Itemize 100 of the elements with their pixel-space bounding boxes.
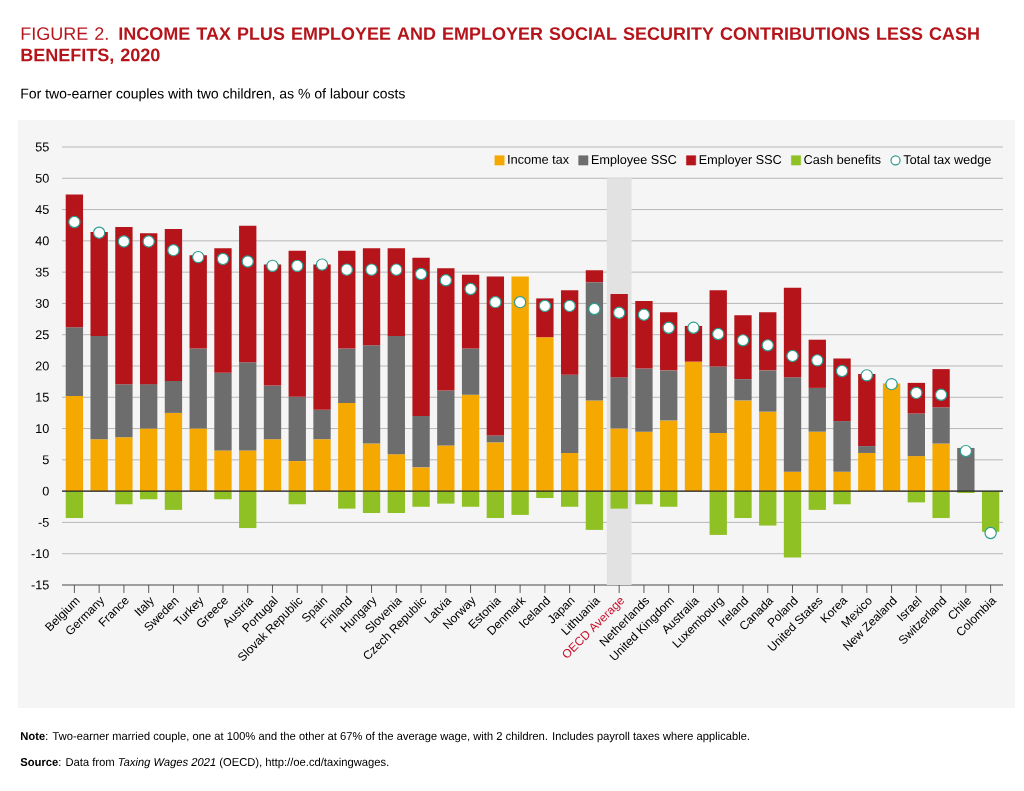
point <box>612 306 626 319</box>
bar <box>263 385 282 440</box>
bar <box>808 491 826 510</box>
bar <box>783 471 802 492</box>
bar <box>833 491 851 505</box>
bar <box>239 362 257 451</box>
bar <box>189 255 207 349</box>
bar <box>585 270 604 283</box>
bar <box>338 348 356 403</box>
bar <box>882 383 901 492</box>
bar <box>585 491 604 530</box>
point <box>464 282 477 296</box>
bar <box>164 412 183 492</box>
bar <box>437 268 455 391</box>
bar <box>660 370 678 421</box>
bar <box>461 348 480 395</box>
bar <box>239 225 257 363</box>
point <box>662 321 675 335</box>
bar <box>635 431 653 492</box>
bar <box>461 274 480 349</box>
bar <box>313 409 331 440</box>
bar <box>932 443 950 492</box>
bar <box>635 300 653 369</box>
bar <box>362 248 381 346</box>
bar <box>164 491 183 510</box>
bar <box>164 381 183 413</box>
bar <box>140 384 158 429</box>
bar <box>115 384 133 438</box>
bar <box>907 456 925 492</box>
point <box>538 299 552 313</box>
bar <box>461 394 480 492</box>
bar <box>560 290 579 375</box>
bar <box>214 372 232 451</box>
bar <box>709 491 727 535</box>
bar <box>560 491 579 507</box>
point <box>315 258 329 271</box>
bar <box>858 452 876 492</box>
bar <box>288 461 306 492</box>
bar <box>486 276 505 436</box>
bar <box>115 437 133 492</box>
bar <box>338 491 356 509</box>
bar <box>387 248 405 336</box>
bar <box>338 250 356 349</box>
point <box>68 215 81 229</box>
bar <box>709 432 727 492</box>
y-tick-label: 10 <box>36 424 49 434</box>
y-tick-label: 55 <box>35 142 49 152</box>
point <box>291 259 304 273</box>
bar <box>660 491 678 507</box>
legend-label: Total tax wedge <box>903 154 991 167</box>
bar <box>214 450 232 492</box>
point <box>192 250 205 264</box>
bar <box>437 390 455 446</box>
bar <box>387 454 405 492</box>
bar <box>412 257 430 417</box>
y-tick-label: 0 <box>42 486 49 496</box>
bar <box>759 370 777 412</box>
point <box>811 354 824 367</box>
bar <box>610 294 628 378</box>
bar <box>362 491 381 514</box>
bar <box>387 491 405 514</box>
point <box>786 349 799 363</box>
bar <box>486 491 505 519</box>
bar <box>759 491 777 526</box>
legend-label: Employer SSC <box>699 154 782 167</box>
bar <box>560 374 579 453</box>
y-tick-label: 45 <box>35 205 49 214</box>
bar <box>511 491 529 515</box>
point <box>390 263 403 276</box>
bar <box>362 345 381 444</box>
bar <box>65 194 84 328</box>
point <box>439 274 453 287</box>
bar <box>635 368 653 432</box>
bar <box>412 491 430 507</box>
point <box>885 377 898 391</box>
bar <box>858 374 876 447</box>
point <box>637 308 651 321</box>
point <box>414 267 428 281</box>
bar <box>511 276 529 492</box>
bar <box>313 264 331 410</box>
bar <box>560 452 579 492</box>
bar <box>461 491 480 507</box>
bar <box>684 361 703 492</box>
point <box>934 388 948 401</box>
bar <box>65 327 84 397</box>
y-tick-label: 25 <box>35 330 49 340</box>
y-tick-label: -10 <box>31 549 49 559</box>
point <box>712 327 725 341</box>
bar <box>610 377 628 429</box>
bar <box>709 290 727 367</box>
bar <box>808 431 826 492</box>
bar <box>90 335 108 440</box>
point <box>860 369 873 382</box>
point <box>340 263 353 276</box>
bar <box>660 420 678 492</box>
point <box>910 386 923 400</box>
bar <box>65 396 84 492</box>
bar <box>833 471 851 492</box>
bar <box>288 250 306 397</box>
point <box>216 252 230 266</box>
